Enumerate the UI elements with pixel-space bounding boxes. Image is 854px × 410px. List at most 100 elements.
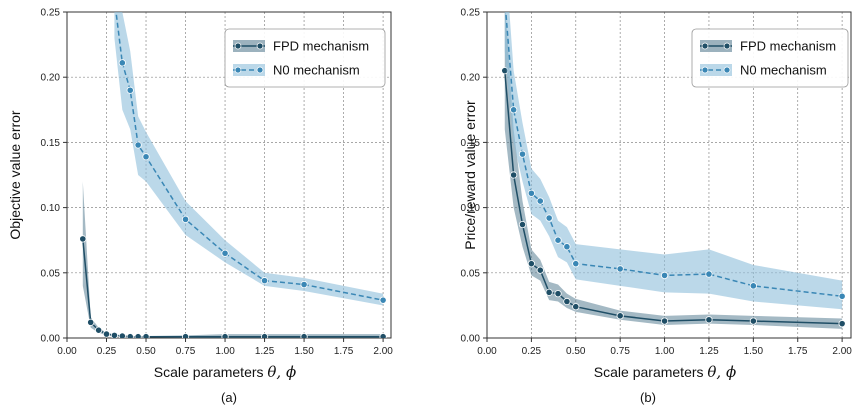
data-point-fpd [134,333,142,338]
data-point-fpd [536,266,544,274]
y-tick-label: 0.05 [41,268,61,279]
x-tick-label: 2.00 [832,346,852,357]
x-tick-label: 0.50 [566,346,586,357]
legend-swatch-marker [234,66,242,74]
legend-entry-label: N0 mechanism [273,63,360,78]
data-point-fpd [110,331,119,338]
confidence-band-n0 [504,12,843,310]
data-point-fpd [87,318,95,326]
data-point-n0 [111,0,117,2]
data-point-n0 [536,197,544,205]
x-tick-label: 1.00 [655,346,675,357]
data-point-n0 [510,106,518,114]
legend-entry-label: FPD mechanism [740,39,836,54]
data-point-fpd [572,303,580,311]
y-tick-label: 0.15 [41,138,61,149]
data-point-fpd [749,317,757,325]
y-axis-label: Price/reward value error [462,100,478,250]
data-point-fpd [838,320,846,328]
x-tick-label: 0.75 [176,346,196,357]
data-point-n0 [749,282,757,290]
data-point-n0 [260,277,269,285]
data-point-fpd [518,220,527,229]
data-point-fpd [660,317,669,325]
data-point-n0 [502,0,508,2]
x-axis-label-math: θ, ϕ [707,363,736,381]
x-tick-label: 1.50 [294,346,314,357]
chart-panel-a: 0.00 0.25 0.50 0.75 1.00 1.25 1.50 1.75 2.00 0.00… [7,0,393,382]
legend-swatch-marker [256,42,264,50]
data-point-fpd [545,288,553,296]
data-point-n0 [126,86,134,94]
data-point-n0 [705,270,713,278]
x-tick-label: 1.25 [699,346,719,357]
data-point-fpd [260,333,269,338]
y-tick-label: 0.05 [461,268,481,279]
axes-frame [486,11,852,339]
x-tick-label: 1.25 [255,346,275,357]
series-line-fpd [504,70,843,325]
legend-swatch-marker [701,42,709,50]
x-tick-label: 0.00 [477,346,497,357]
legend-entry-label: FPD mechanism [273,39,369,54]
panel-b-caption: (b) [640,390,656,405]
data-point-fpd [118,332,126,338]
x-axis-label: Scale parameters θ, ϕ [154,363,296,381]
y-tick-label: 0.10 [461,203,481,214]
series-line-n0 [115,12,384,301]
panel-a-caption: (a) [221,390,237,405]
x-tick-label: 1.75 [788,346,808,357]
y-tick-label: 0.25 [41,8,61,19]
data-point-n0 [563,243,571,251]
data-point-fpd [79,235,87,243]
data-point-n0 [221,249,229,257]
data-point-fpd [181,333,190,338]
x-tick-label: 1.00 [215,346,235,357]
y-tick-label: 0.15 [461,138,481,149]
legend-swatch-marker [701,66,709,74]
x-axis-label-text: Scale parameters [154,364,268,380]
y-axis-label: Objective value error [7,110,23,240]
legend-swatch-marker [234,42,242,50]
chart-panel-b: 0.00 0.25 0.50 0.75 1.00 1.25 1.50 1.75 2.00 0.00… [461,0,853,382]
data-point-n0 [572,260,580,268]
data-point-fpd [95,326,103,334]
data-point-fpd [705,316,713,324]
data-point-n0 [527,189,535,197]
x-tick-label: 0.75 [610,346,630,357]
x-tick-label: 2.00 [373,346,393,357]
data-point-fpd [510,171,518,179]
data-point-fpd [142,333,150,338]
y-tick-label: 0.10 [41,203,61,214]
x-tick-label: 1.50 [744,346,764,357]
y-tick-label: 0.20 [41,73,61,84]
data-point-n0 [660,271,669,280]
data-point-fpd [616,312,624,320]
data-point-fpd [126,333,134,338]
legend-entry-label: N0 mechanism [740,63,827,78]
legend-swatch-marker [723,42,731,50]
legend-swatch-marker [256,66,264,74]
data-point-n0 [616,265,624,273]
data-point-fpd [300,333,308,338]
y-tick-label: 0.00 [41,334,61,345]
x-axis-label-math: θ, ϕ [267,363,296,381]
data-point-n0 [142,153,150,161]
data-point-fpd [102,330,111,338]
y-tick-label: 0.25 [461,8,481,19]
plot-area [79,0,387,338]
data-point-n0 [181,215,190,223]
x-tick-label: 0.25 [97,346,117,357]
x-tick-label: 0.00 [57,346,77,357]
y-tick-label: 0.00 [461,334,481,345]
data-point-n0 [118,59,126,67]
legend: FPD mechanism N0 mechanism [691,28,849,88]
data-point-fpd [527,260,535,268]
x-tick-label: 0.50 [136,346,156,357]
data-point-n0 [300,280,308,289]
y-tick-label: 0.20 [461,73,481,84]
series-line-n0 [505,12,843,298]
x-tick-label: 1.75 [334,346,354,357]
data-point-n0 [134,141,142,149]
